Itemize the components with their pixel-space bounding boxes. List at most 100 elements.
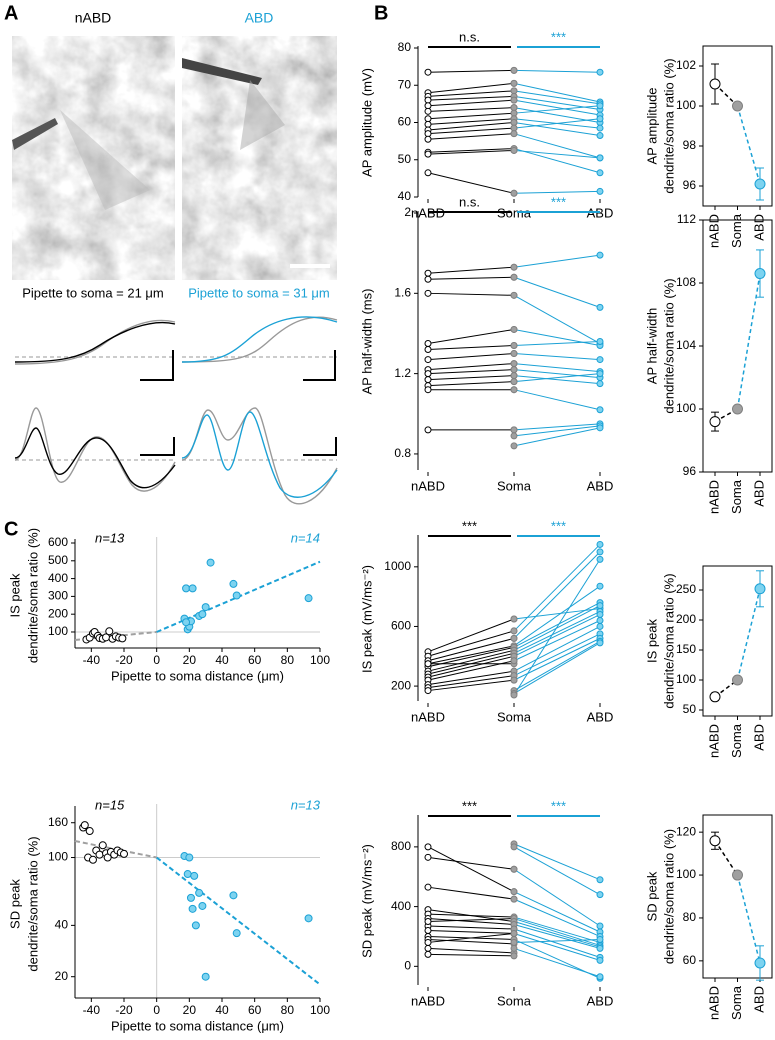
point — [596, 891, 604, 899]
y-tick-label: 70 — [398, 77, 412, 91]
pair-line — [513, 369, 601, 379]
pair-line — [427, 846, 515, 893]
point — [98, 841, 107, 850]
point — [596, 639, 604, 647]
y-tick-label: 100 — [48, 624, 68, 638]
image-caption: Pipette to soma = 21 μm — [22, 285, 164, 300]
pair-line — [513, 898, 601, 937]
point — [732, 869, 743, 881]
point — [510, 615, 518, 623]
pipette — [182, 58, 262, 85]
point — [206, 558, 215, 567]
point — [424, 883, 432, 891]
pair-line — [513, 363, 601, 373]
point — [510, 676, 518, 684]
pair-line — [427, 645, 515, 665]
pair-line — [513, 602, 601, 648]
pair-line — [427, 925, 515, 930]
scale-bar — [140, 437, 175, 456]
point — [510, 929, 518, 937]
point — [510, 442, 518, 450]
y-tick-label: 60 — [683, 953, 697, 967]
point — [596, 154, 604, 162]
point — [732, 674, 743, 686]
pair-line — [427, 148, 515, 153]
image-label: nABD — [75, 10, 112, 26]
y-tick-label: 160 — [48, 815, 68, 829]
point — [596, 548, 604, 556]
point — [732, 100, 743, 112]
point — [80, 821, 89, 830]
pair-line — [427, 918, 515, 923]
point — [424, 68, 432, 76]
point — [510, 189, 518, 197]
sample-size: n=14 — [291, 530, 320, 545]
pair-line — [513, 843, 601, 881]
pair-line — [427, 82, 515, 94]
y-tick-label: 1000 — [384, 559, 411, 573]
trace — [14, 407, 176, 492]
pair-line — [513, 614, 601, 657]
point — [229, 579, 238, 588]
x-tick-label: 60 — [248, 1003, 262, 1017]
y-tick-label: 60 — [398, 115, 412, 129]
point — [510, 691, 518, 699]
point — [424, 376, 432, 384]
point — [185, 853, 194, 862]
y-axis-label: IS peak (mV/ms⁻²) — [359, 565, 374, 673]
trace — [181, 411, 338, 498]
point — [596, 124, 604, 132]
point — [424, 346, 432, 354]
point — [510, 130, 518, 138]
y-axis-label: AP amplitude — [644, 87, 659, 164]
pair-line — [513, 868, 601, 927]
y-tick-label: 100 — [48, 850, 68, 864]
pair-line — [513, 551, 601, 639]
point — [596, 303, 604, 311]
pair-line — [427, 127, 515, 135]
pair-line — [513, 559, 601, 696]
point — [596, 132, 604, 140]
pair-line — [427, 932, 515, 943]
y-tick-label: 20 — [55, 969, 69, 983]
point — [190, 871, 199, 880]
significance-label: *** — [462, 518, 477, 533]
pair-line — [513, 122, 601, 137]
trace — [14, 427, 176, 489]
connector — [736, 588, 761, 681]
point — [424, 169, 432, 177]
pair-line — [427, 675, 515, 689]
y-tick-label: 400 — [48, 571, 68, 585]
point — [596, 540, 604, 548]
point — [198, 610, 207, 619]
x-tick-label: Soma — [497, 709, 532, 724]
point — [510, 342, 518, 350]
point — [732, 403, 743, 415]
y-axis-label: dendrite/soma ratio (%) — [661, 58, 676, 193]
significance-label: *** — [551, 798, 566, 813]
y-axis-label: IS peak — [7, 573, 22, 618]
x-tick-label: 60 — [248, 653, 262, 667]
point — [596, 944, 604, 952]
point — [229, 891, 238, 900]
point — [596, 424, 604, 432]
point — [510, 273, 518, 281]
point — [232, 929, 241, 938]
point — [596, 380, 604, 388]
x-tick-label: Soma — [729, 723, 744, 758]
point — [510, 325, 518, 333]
significance-label: *** — [551, 518, 566, 533]
pair-line — [427, 953, 515, 957]
pair-line — [427, 90, 515, 97]
x-tick-label: 100 — [310, 653, 330, 667]
y-axis-label: AP amplitude (mV) — [359, 68, 374, 177]
point — [424, 275, 432, 283]
point — [510, 350, 518, 358]
y-tick-label: 102 — [676, 58, 696, 72]
point — [424, 853, 432, 861]
point — [424, 370, 432, 378]
traces — [14, 316, 338, 505]
y-axis-label: SD peak (mV/ms⁻²) — [359, 844, 374, 958]
point — [596, 115, 604, 123]
